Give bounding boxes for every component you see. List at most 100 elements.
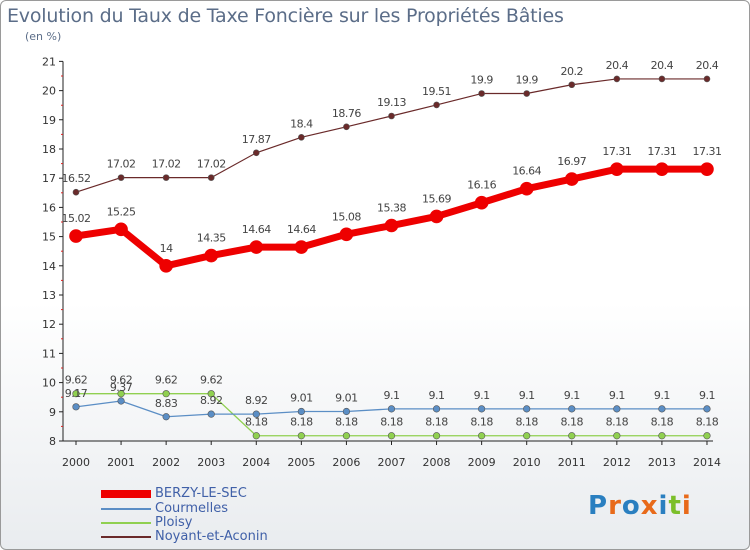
data-point	[249, 240, 264, 254]
y-tick-label: 14	[42, 260, 56, 273]
data-label: 19.9	[515, 74, 538, 87]
data-label: 9.01	[290, 392, 313, 405]
data-label: 9.17	[65, 387, 88, 400]
data-point	[384, 218, 399, 233]
data-point	[388, 112, 395, 120]
data-point	[568, 81, 576, 89]
data-point	[117, 174, 125, 181]
data-point	[72, 390, 80, 398]
data-label: 15.38	[377, 202, 406, 215]
data-label: 17.31	[692, 145, 721, 158]
data-label: 17.02	[197, 158, 226, 171]
data-label: 9.1	[429, 389, 445, 402]
data-label: 9.01	[335, 392, 358, 405]
y-tick-label: 19	[42, 114, 56, 127]
data-label: 8.18	[245, 416, 268, 429]
data-point	[114, 222, 128, 237]
data-point	[658, 432, 666, 440]
y-tick-label: 13	[42, 289, 56, 302]
data-label: 8.18	[515, 416, 538, 429]
data-label: 8.92	[200, 394, 223, 407]
legend-item-noyant-et-aconin[interactable]: Noyant-et-Aconin	[101, 529, 268, 544]
data-label: 16.52	[62, 172, 91, 185]
data-point	[117, 397, 125, 405]
y-tick-label: 11	[42, 347, 56, 360]
data-point	[658, 75, 666, 83]
data-point	[474, 195, 489, 210]
y-tick-label: 10	[42, 377, 56, 390]
data-label: 14.35	[197, 232, 226, 245]
data-label: 8.92	[245, 394, 268, 407]
data-label: 9.62	[65, 374, 88, 387]
x-tick-label: 2005	[287, 456, 315, 469]
data-point	[523, 90, 531, 97]
data-point	[700, 162, 714, 176]
data-point	[613, 75, 621, 83]
data-point	[342, 407, 351, 416]
data-point	[478, 405, 486, 413]
data-label: 8.18	[696, 416, 719, 429]
data-point	[252, 410, 260, 418]
data-label: 9.1	[654, 389, 670, 402]
data-label: 8.18	[335, 416, 358, 429]
y-tick-label: 15	[42, 231, 56, 244]
data-point	[207, 174, 215, 181]
data-point	[339, 227, 354, 242]
data-point	[207, 390, 215, 398]
y-tick-label: 17	[42, 172, 56, 185]
y-tick-label: 21	[42, 55, 56, 68]
data-label: 16.64	[512, 165, 541, 178]
data-point	[432, 405, 441, 413]
legend-item-courmelles[interactable]: Courmelles	[101, 501, 228, 516]
data-label: 8.18	[425, 416, 448, 429]
data-label: 8.18	[380, 416, 403, 429]
data-label: 8.83	[155, 397, 178, 410]
data-label: 17.31	[602, 145, 631, 158]
data-label: 8.18	[470, 416, 493, 429]
x-tick-label: 2000	[62, 456, 90, 469]
data-label: 9.1	[383, 389, 399, 402]
x-tick-label: 2010	[513, 456, 541, 469]
data-point	[478, 432, 486, 440]
x-tick-label: 2004	[242, 456, 270, 469]
logo-letter: x	[640, 491, 659, 521]
x-tick-label: 2011	[558, 456, 586, 469]
data-label: 17.02	[152, 158, 181, 171]
data-label: 8.18	[561, 416, 584, 429]
x-tick-label: 2008	[423, 456, 451, 469]
y-tick-label: 8	[49, 435, 56, 448]
data-point	[297, 407, 305, 416]
data-point	[523, 432, 531, 440]
data-label: 9.62	[110, 374, 133, 387]
data-point	[564, 172, 579, 186]
data-point	[298, 134, 305, 141]
logo-letter: t	[668, 491, 682, 521]
x-tick-label: 2014	[693, 456, 721, 469]
logo-letter: r	[608, 491, 622, 521]
x-tick-label: 2012	[603, 456, 631, 469]
data-label: 9.37	[110, 381, 133, 394]
data-point	[703, 405, 711, 413]
data-point	[162, 413, 170, 421]
x-tick-label: 2002	[152, 456, 180, 469]
x-tick-label: 2003	[197, 456, 225, 469]
data-point	[568, 432, 576, 440]
data-point	[478, 90, 485, 97]
y-tick-label: 12	[42, 318, 56, 331]
data-point	[703, 75, 711, 83]
data-point	[162, 174, 170, 181]
data-label: 9.62	[200, 374, 223, 387]
data-label: 20.4	[606, 59, 629, 72]
legend-item-berzy-le-sec[interactable]: BERZY-LE-SEC	[101, 486, 247, 501]
data-point	[117, 390, 125, 398]
data-point	[658, 405, 666, 413]
legend-label: BERZY-LE-SEC	[155, 486, 247, 501]
x-tick-label: 2001	[107, 456, 135, 469]
data-label: 9.1	[609, 389, 625, 402]
data-label: 9.1	[564, 389, 580, 402]
data-label: 8.18	[606, 416, 629, 429]
data-label: 14	[160, 242, 173, 255]
data-point	[72, 403, 80, 411]
legend-item-ploisy[interactable]: Ploisy	[101, 515, 192, 530]
